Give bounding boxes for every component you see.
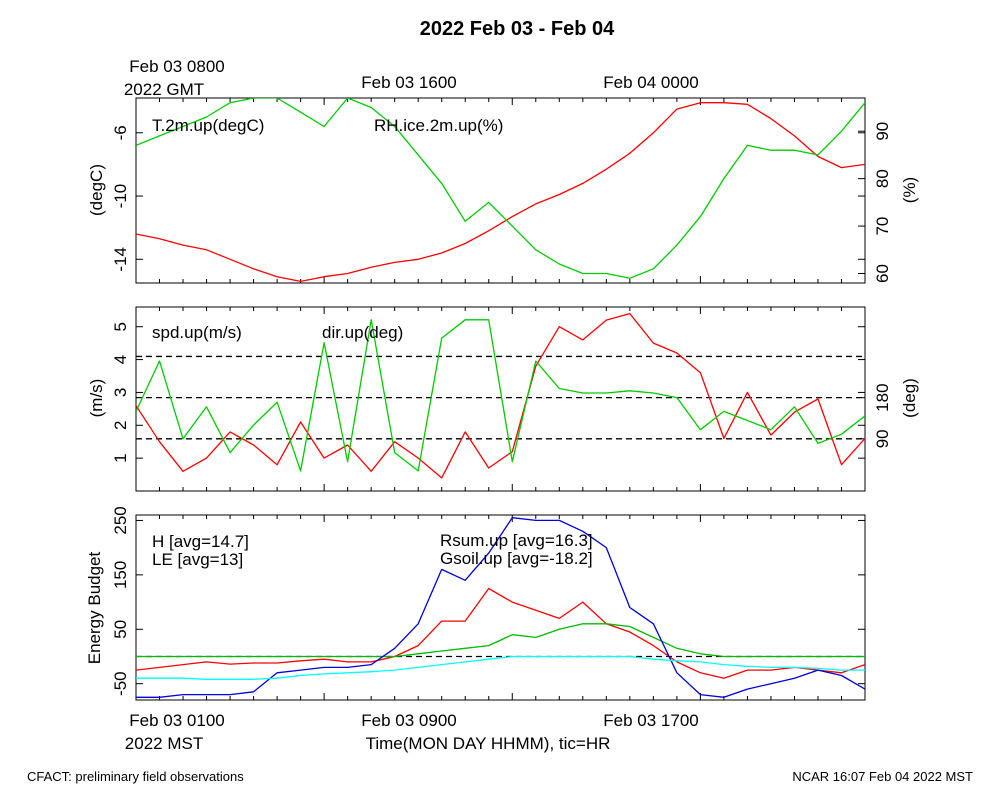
panel-1-left-tick-label: 5 <box>111 322 130 331</box>
panel-0-left-tick-label: -6 <box>111 125 130 140</box>
panel-2-frame <box>135 514 866 701</box>
panel-2-left-tick-label: 50 <box>111 620 130 639</box>
legend-temperature: T.2m.up(degC) <box>152 116 264 135</box>
panel-0-left-tick-label: -10 <box>111 184 130 209</box>
panel-2-series-0-line <box>136 587 865 679</box>
bottom-axis-label-1: Feb 03 0900 <box>361 711 456 730</box>
panel-2-left-tick-label: 250 <box>111 506 130 534</box>
legend-sensible-heat: H [avg=14.7] <box>152 532 249 551</box>
legend-net-radiation: Rsum.up [avg=16.3] <box>440 531 593 550</box>
panel-0-left-tick-label: -14 <box>111 247 130 272</box>
panel-1-right-tick-label: 180 <box>873 383 892 411</box>
panel-1-left-tick-label: 1 <box>111 453 130 462</box>
panel-1-left-tick-label: 3 <box>111 388 130 397</box>
panel-1-left-tick-label: 2 <box>111 421 130 430</box>
panel-0-right-tick-label: 80 <box>873 169 892 188</box>
panel-0-series-0-line <box>136 102 865 283</box>
chart-title: 2022 Feb 03 - Feb 04 <box>420 18 615 40</box>
wind-panel: 5 4 3 2 1 180 90 <box>111 306 892 492</box>
panel-0-right-axis-title: (%) <box>900 177 919 203</box>
panel-1-left-axis-title: (m/s) <box>87 379 106 418</box>
panel-2-series-2-line <box>136 517 865 698</box>
legend-wind-speed: spd.up(m/s) <box>152 323 242 342</box>
bottom-axis-sublabel: 2022 MST <box>125 734 203 753</box>
footer-right: NCAR 16:07 Feb 04 2022 MST <box>792 769 973 784</box>
panel-2-series-3-line <box>136 655 865 680</box>
temperature-humidity-panel: -6 -10 -14 90 80 70 60 <box>111 97 892 284</box>
panel-1-frame <box>135 306 866 492</box>
panel-1-right-axis-title: (deg) <box>900 378 919 418</box>
top-axis-label-0: Feb 03 0800 <box>129 57 224 76</box>
panel-0-right-tick-label: 60 <box>873 264 892 283</box>
bottom-axis-label-2: Feb 03 1700 <box>603 711 698 730</box>
footer-left: CFACT: preliminary field observations <box>27 769 244 784</box>
panel-0-series-1-line <box>136 98 865 279</box>
legend-humidity: RH.ice.2m.up(%) <box>374 116 503 135</box>
bottom-axis-label-0: Feb 03 0100 <box>129 711 224 730</box>
energy-budget-panel: 250 150 50 -50 <box>111 506 866 701</box>
legend-wind-direction: dir.up(deg) <box>322 323 403 342</box>
panel-0-right-tick-label: 70 <box>873 217 892 236</box>
legend-soil-heat: Gsoil.up [avg=-18.2] <box>440 549 593 568</box>
panel-2-left-tick-label: 150 <box>111 561 130 589</box>
x-axis-title: Time(MON DAY HHMM), tic=HR <box>366 734 611 753</box>
panel-2-left-tick-label: -50 <box>111 671 130 696</box>
panel-0-right-tick-label: 90 <box>873 122 892 141</box>
panel-0-left-axis-title: (degC) <box>87 164 106 216</box>
panel-1-series-0-line <box>136 312 865 479</box>
panel-2-left-axis-title: Energy Budget <box>85 551 104 664</box>
panel-2-series-1-line <box>136 623 865 658</box>
panel-1-left-tick-label: 4 <box>111 355 130 364</box>
legend-latent-heat: LE [avg=13] <box>152 550 243 569</box>
panel-1-series-1-line <box>136 319 865 472</box>
panel-0-frame <box>135 97 866 284</box>
top-axis-sublabel: 2022 GMT <box>124 80 204 99</box>
top-axis-label-1: Feb 03 1600 <box>361 73 456 92</box>
panel-1-right-tick-label: 90 <box>873 429 892 448</box>
top-axis-label-2: Feb 04 0000 <box>603 73 698 92</box>
